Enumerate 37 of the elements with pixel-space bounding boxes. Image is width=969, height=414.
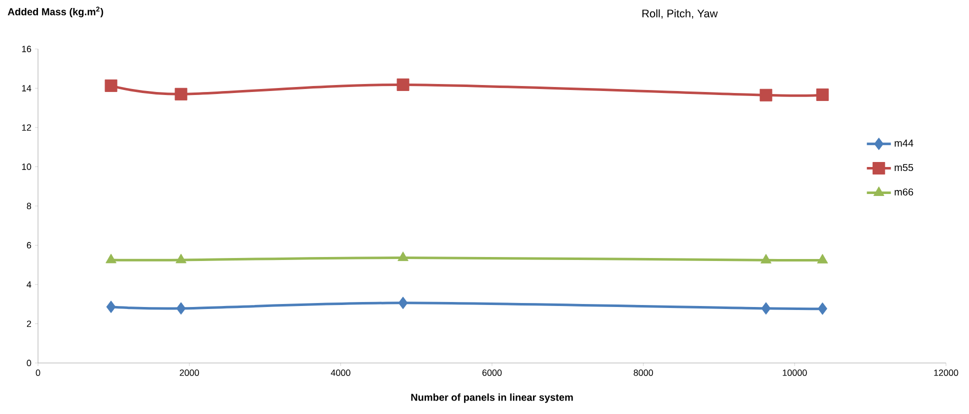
legend-label: m44 [894,140,914,147]
y-tick-label: 2 [26,320,32,327]
legend-label: m66 [894,188,914,196]
y-tick-label: 12 [22,124,32,131]
y-tick-label: 16 [22,46,32,52]
point [816,88,829,101]
y-axis-title: Added Mass (kg.m$^{2}$) [8,6,104,18]
x-tick-label: 6000 [482,370,502,376]
y-tick-label: 14 [22,85,32,92]
point [174,88,188,100]
x-tick-label: 8000 [634,370,653,376]
point [176,302,186,315]
point [760,254,772,264]
y-tick-label: 6 [26,242,32,248]
point [398,252,408,262]
point [761,302,771,315]
point [396,78,410,91]
x-tick-label: 10000 [782,370,807,376]
point [106,300,116,314]
x-tick-label: 0 [36,370,40,376]
x-tick-label: 12000 [934,370,958,376]
y-tick-label: 8 [26,202,32,210]
point [817,254,828,264]
point [104,79,118,92]
point [760,88,772,102]
x-axis-title: Number of panels in linear system [411,394,573,403]
x-tick-label: 2000 [180,370,200,376]
y-tick-label: 10 [22,164,32,170]
point [106,254,116,264]
y-tick-label: 0 [26,360,32,366]
x-tick-label: 4000 [330,370,350,376]
point [398,296,408,310]
point [176,254,186,264]
point [818,302,828,315]
y-tick-label: 4 [26,281,32,288]
chart-title: Roll, Pitch, Yaw [642,9,718,19]
legend-label: m55 [894,164,914,172]
